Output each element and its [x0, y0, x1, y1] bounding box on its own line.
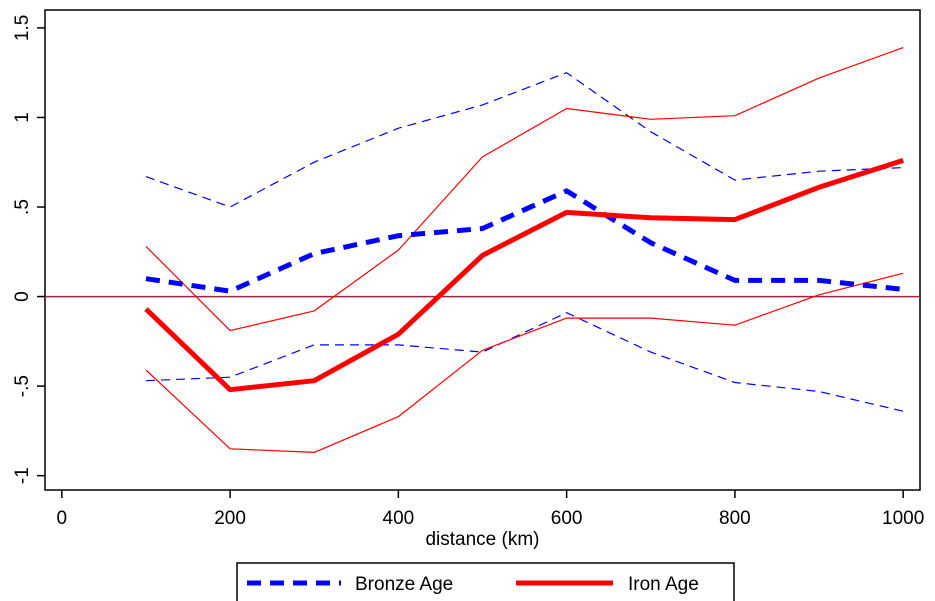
legend-box [236, 562, 735, 601]
plot-area-frame [44, 9, 921, 491]
legend: Bronze Age Iron Age [236, 562, 735, 601]
x-tick-label: 400 [383, 508, 415, 529]
x-axis-title: distance (km) [425, 529, 539, 550]
series-layer [144, 47, 904, 453]
series-line-iron-age-lower-ci [145, 272, 904, 453]
y-tick-label: 0 [12, 291, 33, 302]
series-line-iron-age-estimate [144, 158, 904, 393]
y-tick-label: 1.5 [12, 15, 33, 41]
x-tick-label: 800 [719, 508, 751, 529]
series-line-bronze-age-lower-ci [145, 312, 904, 412]
y-tick-label: 1 [12, 112, 33, 123]
y-tick-label: -.5 [12, 375, 33, 397]
series-line-iron-age-upper-ci [145, 47, 904, 332]
legend-label-bronze-age: Bronze Age [355, 574, 453, 595]
x-tick-label: 0 [57, 508, 68, 529]
y-axis: -1 -.5 0 .5 1 1.5 [12, 15, 45, 484]
x-tick-label: 1000 [882, 508, 924, 529]
y-tick-label: .5 [12, 199, 33, 215]
legend-label-iron-age: Iron Age [628, 574, 699, 595]
series-line-bronze-age-estimate [145, 188, 904, 294]
y-tick-label: -1 [12, 467, 33, 484]
x-tick-label: 600 [551, 508, 583, 529]
x-tick-label: 200 [214, 508, 246, 529]
series-line-bronze-age-upper-ci [145, 72, 904, 208]
x-axis: 0 200 400 600 800 1000 [57, 490, 924, 529]
